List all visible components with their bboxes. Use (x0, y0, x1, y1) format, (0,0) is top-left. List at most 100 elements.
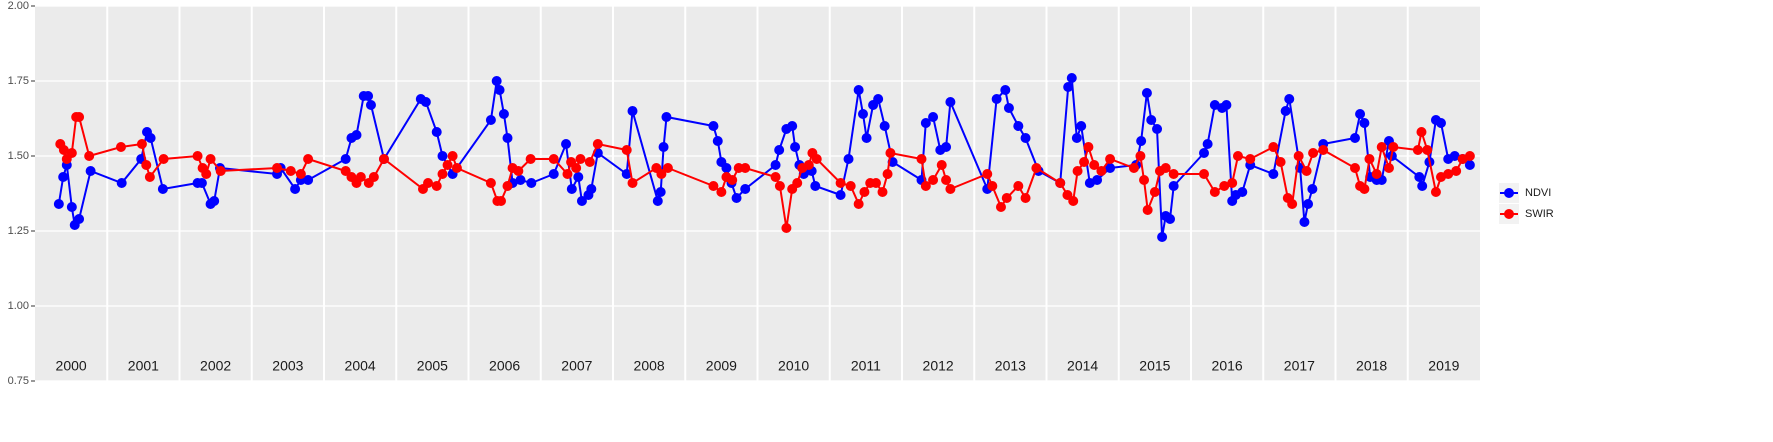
point (916, 154, 927, 164)
point (573, 172, 584, 182)
point (1001, 193, 1012, 203)
point (879, 121, 890, 131)
point (566, 184, 577, 194)
point (621, 145, 632, 155)
point (485, 178, 496, 188)
x-tick-label: 2017 (1284, 358, 1315, 374)
x-tick-label: 2011 (851, 358, 881, 374)
point (1141, 88, 1152, 98)
point (727, 175, 738, 185)
x-tick-label: 2012 (923, 358, 954, 374)
point (525, 154, 536, 164)
point (661, 112, 672, 122)
point (1199, 148, 1210, 158)
point (451, 163, 462, 173)
point (1287, 199, 1298, 209)
point (205, 154, 216, 164)
point (158, 154, 169, 164)
legend: NDVI SWIR (1499, 183, 1554, 224)
point (562, 169, 573, 179)
point (85, 166, 96, 176)
point (1388, 142, 1399, 152)
x-tick-label: 2000 (56, 358, 87, 374)
point (627, 178, 638, 188)
point (1219, 181, 1230, 191)
y-tick-label: 1.75 (8, 75, 29, 87)
point (928, 112, 939, 122)
point (792, 178, 803, 188)
point (721, 163, 732, 173)
point (515, 175, 526, 185)
point (502, 133, 513, 143)
legend-label: SWIR (1525, 208, 1554, 220)
point (1221, 100, 1232, 110)
point (928, 175, 939, 185)
point (136, 139, 147, 149)
point (882, 169, 893, 179)
point (1092, 175, 1103, 185)
point (1000, 85, 1011, 95)
point (1293, 151, 1304, 161)
point (1268, 142, 1279, 152)
point (576, 196, 587, 206)
point (1268, 169, 1279, 179)
point (513, 166, 524, 176)
point (658, 142, 669, 152)
y-tick-label: 2.00 (8, 0, 29, 12)
point (303, 154, 314, 164)
point (1422, 145, 1433, 155)
point (351, 130, 362, 140)
grid (35, 5, 1480, 382)
point (1430, 187, 1441, 197)
point (1105, 163, 1116, 173)
point (1031, 163, 1042, 173)
point (770, 172, 781, 182)
point (1020, 133, 1031, 143)
point (145, 133, 156, 143)
point (1135, 151, 1146, 161)
point (1364, 154, 1375, 164)
y-tick-label: 1.00 (8, 300, 29, 312)
point (1076, 121, 1087, 131)
point (196, 178, 207, 188)
point (290, 184, 301, 194)
marks (53, 73, 1475, 242)
y-tick-label: 0.75 (8, 375, 29, 387)
point (1096, 166, 1107, 176)
point (365, 100, 376, 110)
point (1280, 106, 1291, 116)
point (1136, 136, 1147, 146)
point (1199, 169, 1210, 179)
point (58, 145, 69, 155)
point (1083, 142, 1094, 152)
point (1071, 133, 1082, 143)
x-tick-label: 2007 (561, 358, 592, 374)
point (1464, 151, 1475, 161)
x-tick-label: 2008 (634, 358, 665, 374)
point (1350, 163, 1361, 173)
x-tick-label: 2001 (128, 358, 159, 374)
point (835, 190, 846, 200)
point (1355, 109, 1366, 119)
point (1301, 166, 1312, 176)
point (991, 94, 1002, 104)
point (209, 196, 220, 206)
point (592, 139, 603, 149)
point (861, 133, 872, 143)
point (437, 151, 448, 161)
point (431, 181, 442, 191)
point (1105, 154, 1116, 164)
point (1227, 178, 1238, 188)
point (1152, 124, 1163, 134)
point (502, 181, 513, 191)
point (1449, 151, 1460, 161)
point (1232, 151, 1243, 161)
point (1165, 214, 1176, 224)
point (621, 169, 632, 179)
point (1443, 169, 1454, 179)
point (936, 160, 947, 170)
point (548, 169, 559, 179)
point (716, 187, 727, 197)
point (84, 151, 95, 161)
